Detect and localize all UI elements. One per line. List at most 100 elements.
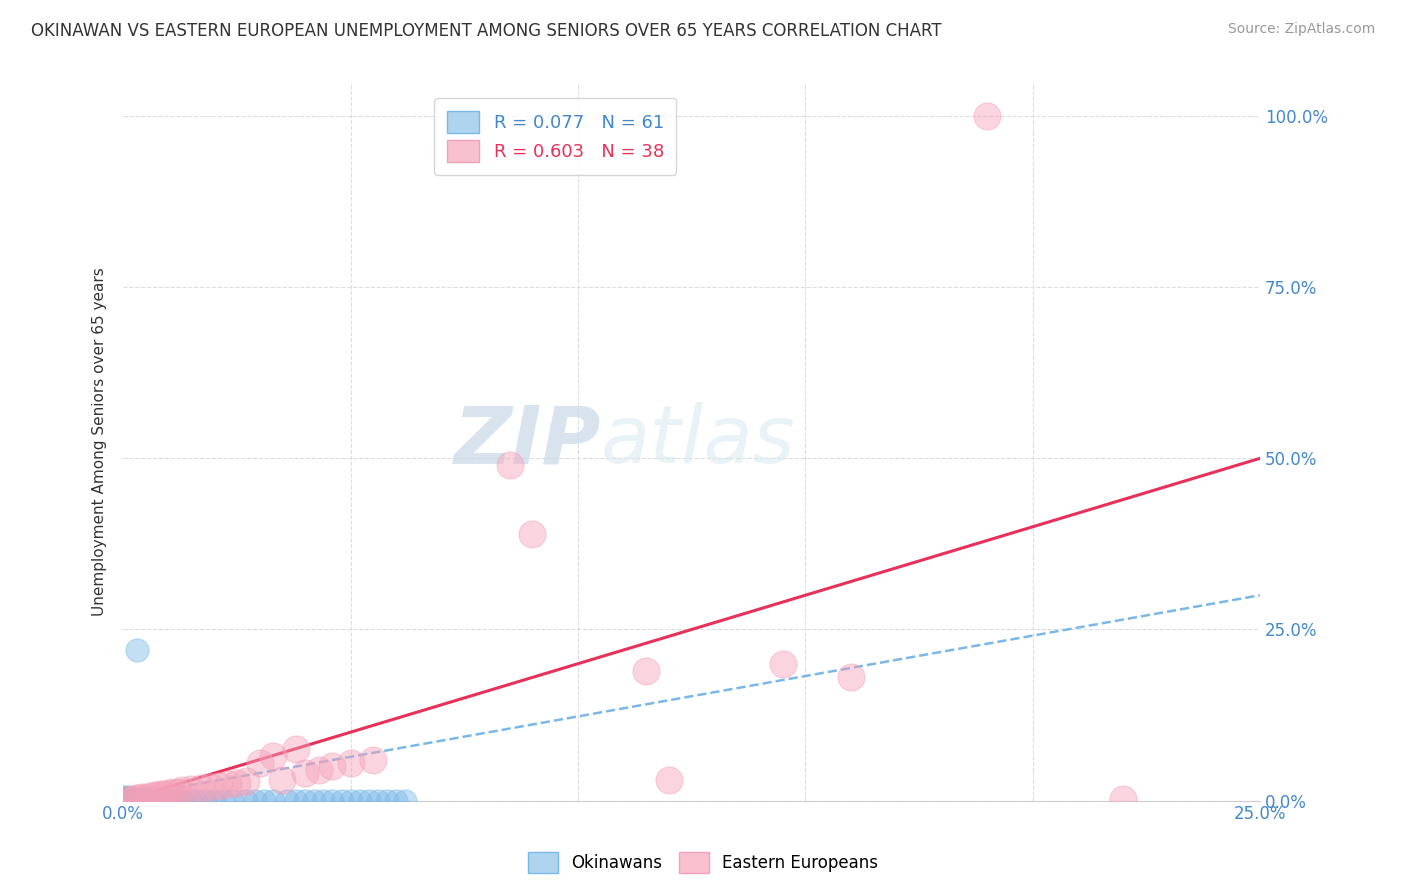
Point (839, 670, 862, 684)
Point (162, 785, 184, 799)
Point (276, 794, 298, 808)
Point (131, 793, 153, 807)
Point (143, 794, 166, 808)
Point (135, 792, 157, 806)
Point (312, 794, 335, 808)
Point (349, 794, 371, 808)
Point (117, 794, 139, 808)
Point (172, 794, 194, 808)
Point (112, 792, 135, 806)
Y-axis label: Unemployment Among Seniors over 65 years: Unemployment Among Seniors over 65 years (93, 267, 107, 615)
Point (112, 794, 135, 808)
Point (149, 788, 172, 802)
Point (125, 794, 148, 808)
Point (112, 790, 135, 805)
Text: Source: ZipAtlas.com: Source: ZipAtlas.com (1227, 22, 1375, 37)
Point (117, 793, 139, 807)
Point (190, 780, 212, 795)
Point (149, 794, 172, 808)
Point (304, 794, 326, 808)
Point (153, 794, 176, 808)
Point (262, 794, 284, 808)
Legend: R = 0.077   N = 61, R = 0.603   N = 38: R = 0.077 N = 61, R = 0.603 N = 38 (434, 98, 676, 175)
Point (208, 779, 231, 793)
Text: atlas: atlas (600, 402, 796, 480)
Point (976, 109, 998, 123)
Point (117, 790, 139, 805)
Point (121, 794, 143, 808)
Point (658, 773, 681, 788)
Point (212, 794, 235, 808)
Point (339, 794, 361, 808)
Point (294, 766, 316, 780)
Point (112, 793, 135, 807)
Point (221, 794, 243, 808)
Point (112, 794, 135, 808)
Legend: Okinawans, Eastern Europeans: Okinawans, Eastern Europeans (522, 846, 884, 880)
Point (112, 793, 135, 807)
Point (1112, 791, 1135, 805)
Point (249, 756, 271, 770)
Point (112, 794, 135, 808)
Point (385, 794, 408, 808)
Point (339, 756, 361, 770)
Point (131, 794, 153, 808)
Point (117, 791, 139, 805)
Point (198, 780, 221, 794)
Point (121, 791, 143, 805)
Point (235, 794, 257, 808)
Point (135, 794, 157, 808)
Point (112, 790, 135, 805)
Point (367, 794, 389, 808)
Point (125, 794, 148, 808)
Point (285, 794, 308, 808)
Text: OKINAWAN VS EASTERN EUROPEAN UNEMPLOYMENT AMONG SENIORS OVER 65 YEARS CORRELATIO: OKINAWAN VS EASTERN EUROPEAN UNEMPLOYMEN… (31, 22, 942, 40)
Point (285, 742, 308, 756)
Point (394, 794, 416, 808)
Point (184, 794, 207, 808)
Point (125, 793, 148, 807)
Point (125, 790, 148, 805)
Point (135, 789, 157, 804)
Point (143, 788, 166, 802)
Point (772, 657, 794, 671)
Point (202, 794, 225, 808)
Point (180, 782, 202, 797)
Point (139, 794, 162, 808)
Point (375, 794, 398, 808)
Point (330, 794, 353, 808)
Point (522, 526, 544, 541)
Point (162, 794, 184, 808)
Point (235, 774, 257, 789)
Point (499, 458, 522, 473)
Point (131, 794, 153, 808)
Point (321, 794, 343, 808)
Point (135, 793, 157, 807)
Point (121, 792, 143, 806)
Point (121, 791, 143, 805)
Point (321, 759, 343, 773)
Point (153, 787, 176, 801)
Point (363, 753, 385, 767)
Point (180, 794, 202, 808)
Point (112, 791, 135, 805)
Point (112, 794, 135, 808)
Point (131, 790, 153, 805)
Point (125, 643, 148, 657)
Point (357, 794, 380, 808)
Point (135, 794, 157, 808)
Point (157, 794, 180, 808)
Point (271, 773, 294, 788)
Point (139, 789, 162, 803)
Point (166, 785, 188, 799)
Point (294, 794, 316, 808)
Point (253, 794, 276, 808)
Point (194, 794, 217, 808)
Point (117, 793, 139, 807)
Point (636, 664, 658, 678)
Point (166, 794, 188, 808)
Point (117, 790, 139, 805)
Point (121, 793, 143, 807)
Point (243, 794, 266, 808)
Point (117, 792, 139, 806)
